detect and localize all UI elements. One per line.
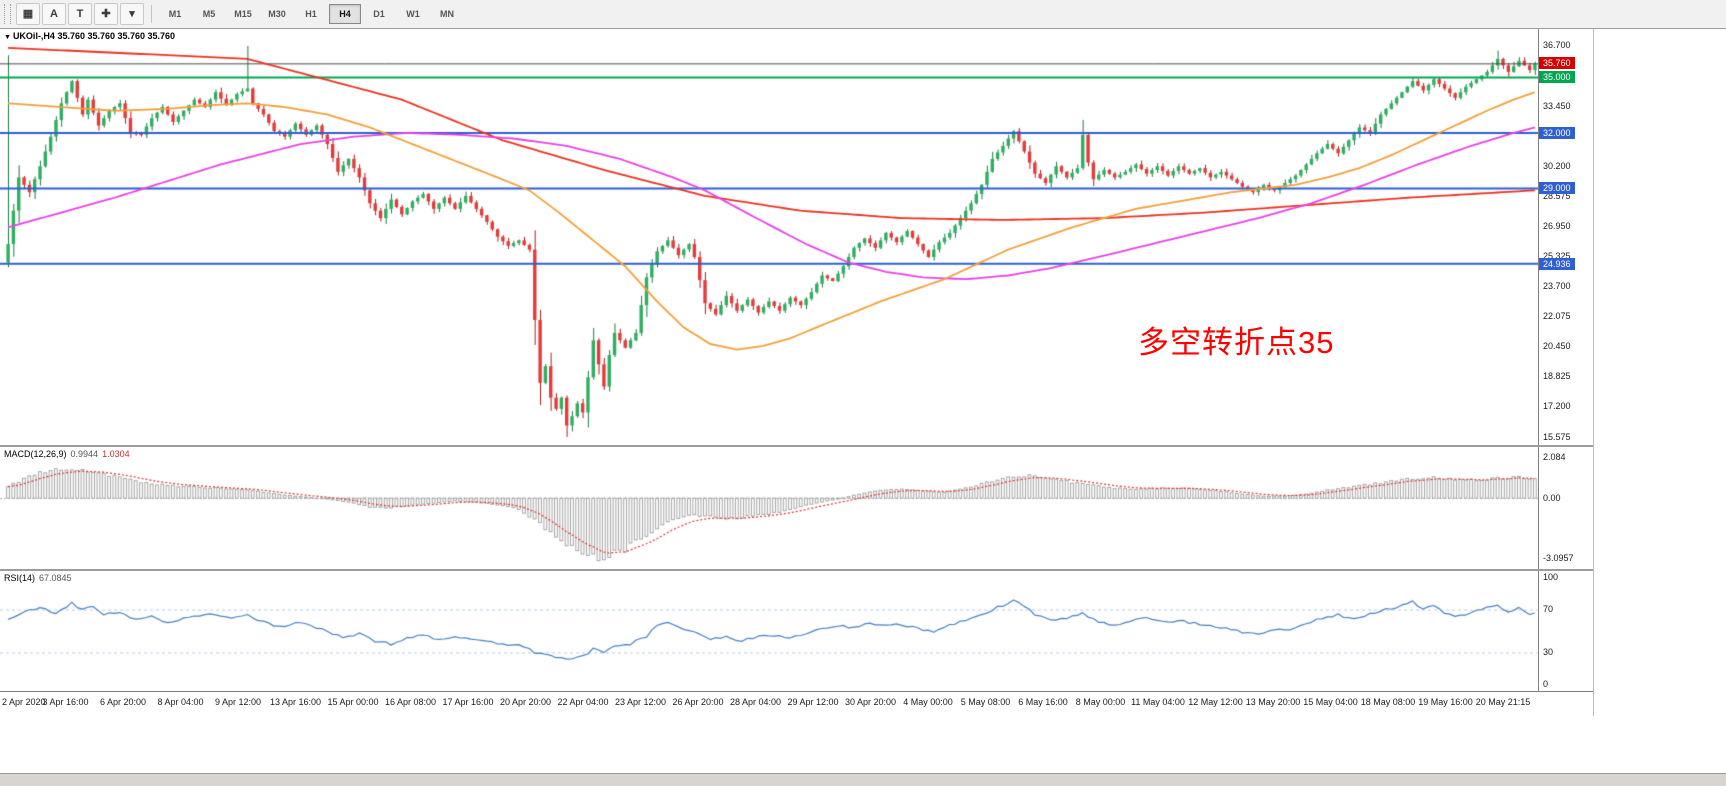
timeframe-h4-button[interactable]: H4 [329,4,361,24]
time-axis-label: 30 Apr 20:00 [844,697,897,707]
toolbar-separator [151,5,152,23]
time-axis[interactable]: 2 Apr 2020 3 Apr 16:00 6 Apr 20:00 8 Apr 04… [0,691,1593,716]
time-axis-label: 26 Apr 20:00 [672,697,724,707]
macd-axis-label: 2.084 [1543,451,1566,462]
time-axis-label: 8 May 00:00 [1075,697,1126,707]
time-axis-label: 15 Apr 00:00 [327,697,379,707]
panel-splitter-macd[interactable] [0,445,1593,447]
price-axis-label: 15.575 [1543,431,1571,442]
time-axis-label: 15 May 04:00 [1303,697,1358,707]
cursor-dropdown-button[interactable]: ▾ [120,3,144,25]
price-badge-24.936: 24.936 [1539,257,1575,270]
macd-value-1: 0.9944 [70,449,99,459]
price-axis-label: 18.825 [1543,371,1571,382]
timeframe-m15-button[interactable]: M15 [234,9,252,19]
time-axis-label: 6 May 16:00 [1018,697,1068,707]
timeframe-m1-button[interactable]: M1 [168,9,182,19]
time-axis-label: 20 May 21:15 [1475,697,1531,707]
timeframe-buttons-group: M1 M5 M15 M30 H1 H4 D1 W1 MN [158,4,464,24]
time-axis-label: 6 Apr 20:00 [99,697,147,707]
macd-title: MACD(12,26,9) 0.9944 1.0304 [4,449,130,459]
time-axis-label: 17 Apr 16:00 [442,697,494,707]
price-axis-label: 20.450 [1543,341,1571,352]
time-axis-label: 9 Apr 12:00 [214,697,262,707]
timeframe-h1-button[interactable]: H1 [305,9,317,19]
chart-title-marker: ▼ [4,34,11,41]
chart-annotation: 多空转折点35 [1138,325,1335,360]
toolbar-drag-handle[interactable] [4,4,11,24]
time-axis-label: 13 May 20:00 [1245,697,1301,707]
macd-label: MACD(12,26,9) [4,449,67,459]
macd-value-2: 1.0304 [102,449,130,459]
rsi-canvas[interactable] [0,571,1538,691]
text-tool-button[interactable]: T [68,3,92,25]
price-axis-label: 26.950 [1543,220,1571,231]
macd-panel: MACD(12,26,9) 0.9944 1.0304 2.084 0.00 -3.09… [0,447,1593,569]
price-axis-label: 36.700 [1543,40,1571,51]
window-filler [0,716,1726,773]
rsi-title: RSI(14) 67.0845 [4,573,72,583]
time-axis-label: 11 May 04:00 [1131,697,1185,707]
charts-grid-button[interactable]: ▦ [16,3,40,25]
time-axis-label: 12 May 12:00 [1188,697,1243,707]
price-badge-35.000: 35.000 [1539,71,1575,84]
time-axis-label: 20 Apr 20:00 [499,697,552,707]
timeframe-d1-button[interactable]: D1 [373,9,385,19]
price-badge-29.000: 29.000 [1539,182,1575,195]
rsi-axis-label: 70 [1543,604,1554,615]
chart-title-text: UKOil-,H4 35.760 35.760 35.760 35.760 [12,31,176,41]
price-badge-32.000: 32.000 [1539,126,1575,139]
rsi-axis-label: 0 [1543,679,1549,690]
price-axis-label: 30.200 [1543,160,1571,171]
price-axis-label: 23.700 [1543,281,1571,292]
chart-title: ▼ UKOil-,H4 35.760 35.760 35.760 35.760 [4,31,175,41]
timeframe-m30-button[interactable]: M30 [268,9,286,19]
auto-trading-a-button[interactable]: A [42,3,66,25]
time-axis-label: 16 Apr 08:00 [384,697,437,707]
panel-splitter-rsi[interactable] [0,569,1593,571]
time-axis-label: 18 May 08:00 [1360,697,1416,707]
status-strip [0,773,1726,786]
time-axis-label: 23 Apr 12:00 [614,697,667,707]
macd-axis-label: 0.00 [1543,492,1561,503]
macd-axis[interactable]: 2.084 0.00 -3.0957 [1538,447,1593,569]
time-axis-label: 8 Apr 04:00 [157,697,204,707]
timeframe-m5-button[interactable]: M5 [202,9,216,19]
price-chart-canvas[interactable] [0,29,1538,445]
time-axis-label: 13 Apr 16:00 [269,697,322,707]
timeframe-mn-button[interactable]: MN [440,9,454,19]
price-axis-label: 28.575 [1543,190,1571,201]
tool-buttons-group: ▦ A T ✚ ▾ [15,3,145,25]
time-axis-label: 22 Apr 04:00 [557,697,609,707]
rsi-axis[interactable]: 100 70 30 0 [1538,571,1593,691]
rsi-panel: RSI(14) 67.0845 100 70 30 0 [0,571,1593,691]
time-axis-label: 4 May 00:00 [903,697,953,707]
time-axis-label: 29 Apr 12:00 [787,697,839,707]
time-axis-label: 5 May 08:00 [960,697,1011,707]
macd-canvas[interactable] [0,447,1538,569]
rsi-axis-label: 30 [1543,646,1554,657]
time-axis-label: 2 Apr 2020 [2,697,46,707]
price-axis-label: 17.200 [1543,401,1571,412]
timeframe-w1-button[interactable]: W1 [406,9,420,19]
chart-window: ▼ UKOil-,H4 35.760 35.760 35.760 35.760 多… [0,29,1594,716]
crosshair-tool-button[interactable]: ✚ [94,3,118,25]
price-badge-35.760: 35.760 [1539,57,1575,70]
price-axis-label: 33.450 [1543,100,1571,111]
price-axis-label: 22.075 [1543,311,1571,322]
time-axis-label: 19 May 16:00 [1418,697,1473,707]
time-axis-label: 28 Apr 04:00 [729,697,782,707]
price-axis[interactable]: 36.70035.07533.45031.82530.20028.57526.9… [1538,29,1593,445]
price-panel: ▼ UKOil-,H4 35.760 35.760 35.760 35.760 多… [0,29,1593,445]
rsi-label: RSI(14) [4,573,36,583]
price-axis-label: 25.325 [1543,251,1571,262]
time-axis-label: 3 Apr 16:00 [42,697,89,707]
macd-axis-label: -3.0957 [1543,553,1574,564]
toolbar: ▦ A T ✚ ▾ M1 M5 M15 M30 H1 H4 D1 W1 MN [0,0,1726,29]
rsi-value: 67.0845 [39,573,72,583]
rsi-axis-label: 100 [1543,571,1559,582]
